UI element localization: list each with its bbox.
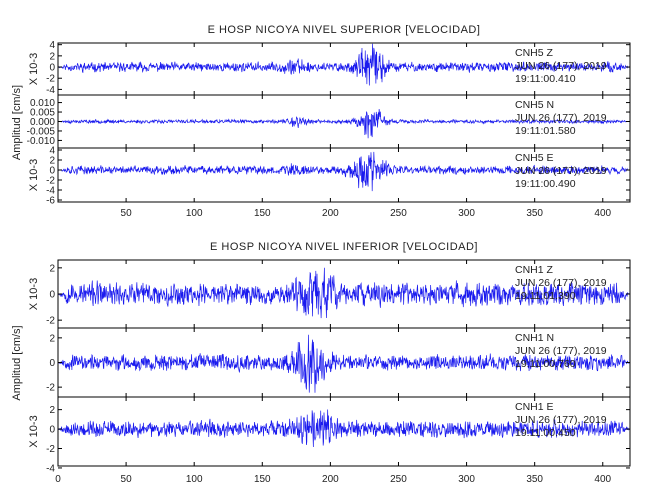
record-time: 19:11:00.760 — [515, 358, 576, 370]
x-tick-label: 400 — [594, 474, 611, 485]
x-tick-label: 350 — [526, 474, 543, 485]
record-date: JUN 26 (177), 2019 — [515, 414, 607, 426]
seismic-trace — [58, 108, 631, 139]
x-tick-label: 300 — [458, 208, 475, 219]
y-tick-label: 0 — [49, 358, 55, 369]
y-tick-label: 0 — [49, 63, 55, 74]
seismic-trace — [57, 334, 631, 393]
y-tick-label: 0.005 — [30, 108, 55, 119]
chart-section-2: E HOSP NICOYA NIVEL INFERIOR [VELOCIDAD]… — [11, 241, 631, 485]
x-tick-label: 50 — [121, 208, 133, 219]
y-tick-label: 2 — [49, 156, 55, 167]
y-tick-label: -2 — [46, 444, 55, 455]
channel-label: CNH1 E — [515, 401, 554, 413]
record-time: 19:11:00.410 — [515, 73, 576, 85]
y-axis-label: Amplitud [cm/s] — [11, 325, 23, 400]
channel-label: CNH5 E — [515, 152, 554, 164]
y-tick-label: -2 — [46, 383, 55, 394]
x-tick-label: 200 — [322, 208, 339, 219]
record-time: 19:11:00.490 — [515, 178, 576, 190]
x-tick-label: 100 — [186, 474, 203, 485]
chart-title: E HOSP NICOYA NIVEL INFERIOR [VELOCIDAD] — [210, 241, 478, 253]
y-tick-label: 0.000 — [30, 117, 55, 128]
record-date: JUN 26 (177), 2019 — [515, 60, 607, 72]
record-date: JUN 26 (177), 2019 — [515, 112, 607, 124]
y-tick-label: -2 — [46, 316, 55, 327]
channel-label: CNH1 N — [515, 332, 554, 344]
record-date: JUN 26 (177), 2019 — [515, 165, 607, 177]
x-tick-label: 0 — [55, 474, 61, 485]
y-tick-label: 4 — [49, 146, 55, 157]
x-tick-label: 400 — [594, 208, 611, 219]
scale-factor-label: X 10-3 — [28, 159, 40, 191]
x-tick-label: 150 — [254, 208, 271, 219]
y-axis-label: Amplitud [cm/s] — [11, 85, 23, 160]
x-tick-label: 150 — [254, 474, 271, 485]
channel-label: CNH5 Z — [515, 47, 554, 59]
x-tick-label: 250 — [390, 474, 407, 485]
seismic-trace — [57, 409, 631, 448]
x-tick-label: 100 — [186, 208, 203, 219]
y-tick-label: -4 — [46, 186, 55, 197]
x-tick-label: 250 — [390, 208, 407, 219]
record-time: 19:11:01.580 — [515, 125, 576, 137]
x-tick-label: 50 — [121, 474, 133, 485]
record-date: JUN 26 (177), 2019 — [515, 345, 607, 357]
record-time: 19:11:01.390 — [515, 290, 576, 302]
x-tick-label: 350 — [526, 208, 543, 219]
y-tick-label: 4 — [49, 40, 55, 51]
seismic-trace — [57, 43, 631, 86]
channel-label: CNH5 N — [515, 99, 554, 111]
chart-title: E HOSP NICOYA NIVEL SUPERIOR [VELOCIDAD] — [208, 24, 481, 36]
y-tick-label: 0 — [49, 425, 55, 436]
scale-factor-label: X 10-3 — [28, 53, 40, 85]
y-tick-label: -2 — [46, 74, 55, 85]
x-tick-label: 300 — [458, 474, 475, 485]
y-tick-label: -6 — [46, 196, 55, 207]
seismic-trace — [57, 151, 631, 192]
y-tick-label: -4 — [46, 85, 55, 96]
channel-label: CNH1 Z — [515, 264, 554, 276]
y-tick-label: 2 — [49, 333, 55, 344]
y-tick-label: -0.010 — [27, 136, 56, 147]
y-tick-label: 2 — [49, 51, 55, 62]
y-tick-label: -4 — [46, 463, 55, 474]
record-date: JUN 26 (177), 2019 — [515, 277, 607, 289]
y-tick-label: -0.005 — [27, 126, 56, 137]
y-tick-label: 0.010 — [30, 98, 55, 109]
seismic-trace — [57, 267, 630, 319]
y-tick-label: -2 — [46, 176, 55, 187]
y-tick-label: 2 — [49, 263, 55, 274]
x-tick-label: 200 — [322, 474, 339, 485]
record-time: 19:11:00.450 — [515, 427, 576, 439]
chart-section-1: E HOSP NICOYA NIVEL SUPERIOR [VELOCIDAD]… — [11, 24, 631, 219]
y-tick-label: 2 — [49, 405, 55, 416]
y-tick-label: 0 — [49, 290, 55, 301]
scale-factor-label: X 10-3 — [28, 278, 40, 310]
y-tick-label: 0 — [49, 166, 55, 177]
panel-frame — [57, 396, 631, 467]
scale-factor-label: X 10-3 — [28, 415, 40, 447]
panel-frame — [57, 147, 631, 203]
